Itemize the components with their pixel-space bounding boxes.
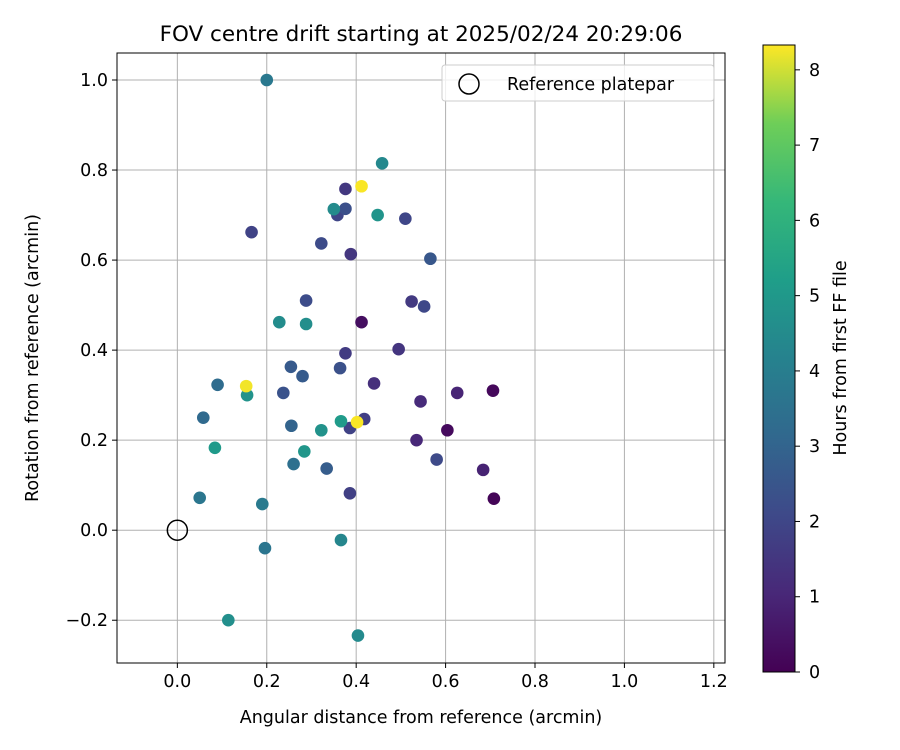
- data-point: [222, 613, 235, 627]
- colorbar: 0 1 2 3 4 5 6 7 8 Hours from first FF file: [762, 44, 851, 683]
- data-point: [327, 202, 341, 216]
- colorbar-tick-label: 8: [809, 61, 820, 81]
- data-point: [414, 395, 427, 408]
- legend: Reference platepar: [441, 64, 715, 102]
- colorbar-gradient: [762, 44, 796, 673]
- plot-frame: [116, 52, 726, 664]
- data-point: [392, 342, 405, 356]
- data-point: [193, 491, 207, 505]
- legend-marker-icon: [458, 73, 480, 95]
- data-point: [296, 369, 309, 383]
- plot-area: [117, 53, 725, 663]
- colorbar-label: Hours from first FF file: [831, 260, 851, 455]
- legend-box: [441, 64, 715, 102]
- x-tick-label: 1.2: [700, 672, 728, 692]
- reference-platepar-marker: [166, 519, 189, 541]
- data-points: [193, 73, 501, 642]
- colorbar-tick-label: 5: [809, 287, 820, 307]
- data-point: [410, 433, 423, 447]
- y-tick-label: −0.2: [66, 611, 109, 631]
- data-point: [272, 315, 286, 329]
- data-point: [299, 317, 313, 331]
- data-point: [260, 73, 274, 87]
- reference-point: [166, 519, 189, 541]
- colorbar-tick-label: 3: [809, 437, 820, 457]
- data-point: [371, 208, 384, 222]
- data-point: [441, 423, 454, 437]
- data-point: [333, 361, 347, 375]
- data-point: [285, 419, 298, 433]
- data-point: [399, 212, 412, 225]
- data-point: [245, 225, 258, 239]
- data-point: [355, 179, 368, 193]
- colorbar-tick-label: 0: [809, 663, 820, 683]
- data-point: [334, 533, 348, 547]
- colorbar-ticks: 0 1 2 3 4 5 6 7 8: [795, 61, 820, 683]
- y-tick-label: 0.6: [80, 251, 108, 271]
- data-point: [424, 252, 437, 266]
- y-tick-label: 0.0: [80, 521, 108, 541]
- data-point: [344, 247, 358, 261]
- data-point: [350, 415, 364, 429]
- y-tick-label: 0.4: [80, 341, 108, 361]
- colorbar-tick-label: 7: [809, 136, 820, 156]
- x-tick-label: 0.4: [342, 672, 370, 692]
- data-point: [196, 411, 210, 424]
- data-point: [315, 237, 328, 250]
- colorbar-tick-label: 1: [809, 588, 820, 608]
- data-point: [239, 379, 253, 393]
- chart-title: FOV centre drift starting at 2025/02/24 …: [160, 22, 683, 47]
- data-point: [476, 463, 490, 477]
- data-point: [486, 384, 500, 397]
- data-point: [320, 462, 333, 475]
- data-point: [277, 386, 290, 400]
- data-point: [211, 378, 224, 392]
- data-point: [298, 445, 311, 458]
- data-point: [299, 294, 313, 307]
- x-axis-ticks: 0.0 0.2 0.4 0.6 0.8 1.0 1.2: [163, 663, 728, 692]
- data-point: [255, 497, 269, 511]
- data-point: [367, 377, 381, 390]
- y-axis-ticks: −0.2 0.0 0.2 0.4 0.6 0.8 1.0: [66, 71, 117, 631]
- data-point: [450, 386, 464, 400]
- data-point: [339, 182, 352, 196]
- data-point: [417, 300, 431, 313]
- data-point: [430, 453, 443, 466]
- data-point: [375, 156, 389, 170]
- data-point: [208, 441, 222, 455]
- data-point: [284, 360, 298, 374]
- legend-entry-reference: Reference platepar: [507, 75, 675, 95]
- data-point: [339, 346, 352, 360]
- x-tick-label: 0.0: [163, 672, 191, 692]
- y-tick-label: 0.2: [80, 431, 108, 451]
- data-point: [487, 492, 501, 505]
- x-axis-label: Angular distance from reference (arcmin): [240, 708, 603, 728]
- colorbar-tick-label: 2: [809, 512, 820, 532]
- x-tick-label: 1.0: [610, 672, 638, 692]
- data-point: [287, 457, 300, 471]
- y-axis-label: Rotation from reference (arcmin): [23, 214, 43, 502]
- data-point: [339, 202, 352, 216]
- colorbar-tick-label: 6: [809, 211, 820, 231]
- x-tick-label: 0.6: [432, 672, 460, 692]
- data-point: [351, 629, 365, 642]
- x-tick-label: 0.8: [521, 672, 549, 692]
- data-point: [315, 423, 328, 437]
- y-tick-label: 1.0: [80, 71, 108, 91]
- data-point: [355, 315, 368, 329]
- data-point: [334, 414, 348, 428]
- data-point: [258, 541, 272, 555]
- data-point: [343, 486, 357, 500]
- colorbar-tick-label: 4: [809, 362, 820, 382]
- x-tick-label: 0.2: [253, 672, 281, 692]
- y-tick-label: 0.8: [80, 161, 108, 181]
- data-point: [405, 295, 418, 308]
